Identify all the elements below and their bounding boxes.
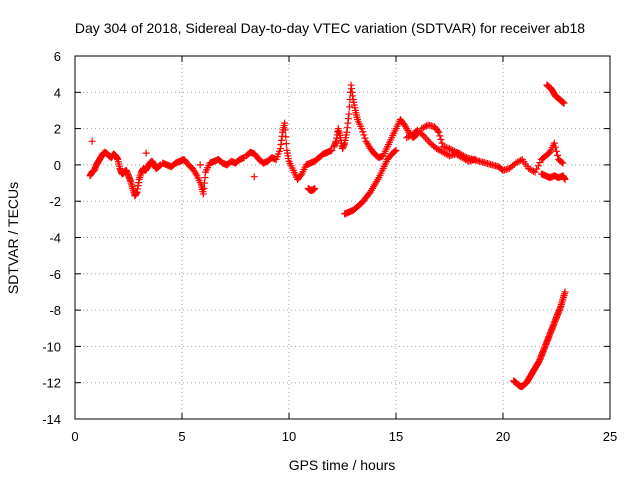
data-point [250, 173, 258, 181]
x-tick-label: 0 [71, 429, 78, 444]
grid-lines [75, 56, 610, 419]
data-point [281, 119, 289, 127]
y-axis-label: SDTVAR / TECUs [5, 182, 21, 294]
x-tick-label: 25 [603, 429, 617, 444]
data-point [88, 137, 96, 145]
data-series [86, 148, 165, 200]
data-point [531, 168, 539, 176]
data-point [328, 146, 336, 154]
data-point [553, 147, 560, 155]
data-point [345, 110, 353, 118]
data-point [196, 161, 204, 169]
plot-frame [74, 55, 611, 420]
data-series [403, 126, 479, 165]
data-point [517, 156, 525, 164]
data-point [421, 134, 429, 142]
data-series [543, 81, 568, 107]
y-tick-label: 2 [54, 122, 61, 137]
data-series [341, 146, 400, 218]
x-tick-label: 20 [496, 429, 510, 444]
data-point [561, 175, 569, 183]
data-point [437, 135, 445, 143]
data-point [534, 162, 542, 170]
data-point [528, 166, 536, 174]
x-tick-label: 10 [282, 429, 296, 444]
data-point [297, 171, 305, 179]
y-tick-label: 6 [54, 49, 61, 64]
data-point [435, 128, 443, 136]
data-point [311, 184, 319, 192]
data-point [391, 147, 399, 155]
data-point [281, 126, 289, 134]
data-point [418, 130, 426, 138]
data-point [360, 131, 368, 139]
x-axis-label: GPS time / hours [289, 457, 396, 473]
data-point [559, 159, 567, 167]
chart-title: Day 304 of 2018, Sidereal Day-to-day VTE… [75, 20, 585, 36]
y-tick-label: -8 [49, 303, 61, 318]
y-tick-label: -10 [42, 339, 61, 354]
data-series [330, 81, 421, 162]
y-tick-label: -6 [49, 267, 61, 282]
data-point [142, 149, 150, 157]
data-point [282, 140, 290, 148]
data-point [361, 134, 369, 142]
x-tick-label: 15 [389, 429, 403, 444]
data-point [345, 103, 353, 111]
data-point [434, 127, 442, 135]
y-tick-label: 4 [54, 85, 61, 100]
data-point [560, 99, 568, 107]
data-point [358, 125, 366, 133]
data-point [550, 139, 558, 147]
data-point [533, 165, 541, 173]
data-point [438, 139, 446, 147]
data-point [561, 288, 569, 296]
y-tick-labels: 6 4 2 0 -2 -4 -6 -8 -10 -12 -14 [42, 49, 61, 427]
x-tick-labels: 0 5 10 15 20 25 [71, 429, 617, 444]
data-point [423, 135, 431, 143]
y-tick-label: 0 [54, 158, 61, 173]
data-point [436, 132, 444, 140]
data-series [538, 170, 569, 183]
y-tick-label: -2 [49, 194, 61, 209]
data-point [551, 143, 559, 151]
data-points [86, 81, 569, 390]
y-tick-label: -12 [42, 376, 61, 391]
data-series [88, 137, 319, 194]
data-point [282, 133, 290, 141]
y-tick-label: -14 [42, 412, 61, 427]
data-series [510, 288, 569, 390]
x-tick-label: 5 [178, 429, 185, 444]
data-series [242, 119, 336, 183]
data-point [392, 146, 400, 154]
data-point [471, 155, 479, 163]
data-series [159, 154, 248, 198]
y-tick-label: -4 [49, 231, 61, 246]
data-point [536, 159, 544, 167]
data-point [421, 123, 429, 131]
data-point [425, 137, 433, 145]
data-point [359, 128, 367, 136]
data-point [554, 151, 562, 159]
data-point [558, 158, 566, 166]
